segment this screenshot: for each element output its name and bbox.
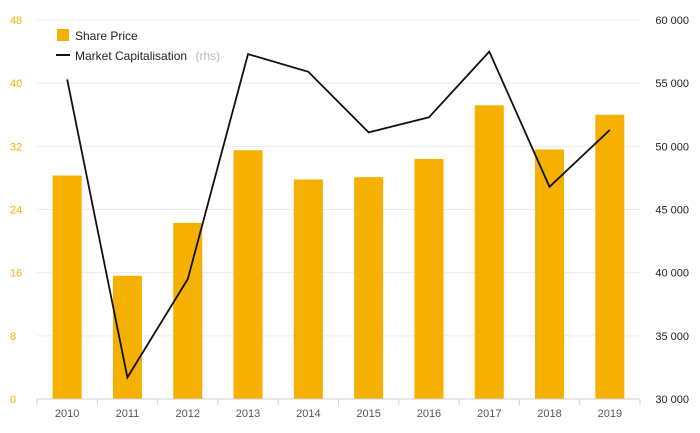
left-tick-label: 32 [10,141,22,153]
x-tick-label: 2017 [477,408,501,420]
legend-label-share-price: Share Price [75,29,138,43]
x-tick-label: 2019 [598,408,622,420]
left-tick-label: 40 [10,78,22,90]
left-tick-label: 16 [10,268,22,280]
bar-2012 [173,222,203,399]
right-tick-label: 50 000 [655,141,689,153]
right-tick-label: 60 000 [655,15,689,27]
left-tick-label: 48 [10,15,22,27]
right-axis-ticks: 30 000 35 000 40 000 45 000 50 000 55 000 60 0… [655,15,689,406]
bar-2014 [293,179,323,399]
market-cap-polyline [66,49,611,380]
x-axis-ticks: 2010 2011 2012 2013 2014 2015 2016 2017 2018 2019 [55,408,622,420]
x-tick-label: 2013 [236,408,260,420]
market-cap-line [66,49,611,380]
bar-2016 [414,158,444,399]
x-tick-label: 2012 [176,408,200,420]
bar-2013 [233,150,263,399]
legend-swatch-share-price [57,29,69,41]
right-tick-label: 30 000 [655,394,689,406]
share-price-bars [52,105,625,400]
legend-label-market-cap-name: Market Capitalisation [75,49,187,63]
left-tick-label: 0 [10,394,16,406]
x-tick-label: 2011 [116,408,140,420]
bar-2017 [474,105,504,400]
legend-label-market-cap-suffix: (rhs) [196,49,221,63]
legend-label-market-cap: Market Capitalisation (rhs) [75,47,220,64]
legend: Share Price Market Capitalisation (rhs) [56,29,220,64]
bar-2015 [354,177,384,399]
right-tick-label: 35 000 [655,331,689,343]
right-tick-label: 55 000 [655,78,689,90]
left-tick-label: 24 [10,205,22,217]
right-tick-label: 40 000 [655,268,689,280]
x-tick-label: 2010 [55,408,79,420]
x-tick-label: 2015 [356,408,380,420]
bar-2010 [52,175,82,399]
x-tick-label: 2018 [537,408,561,420]
bar-2018 [535,149,565,399]
bar-2019 [595,114,625,399]
bar-2011 [112,275,142,399]
left-tick-label: 8 [10,331,16,343]
right-tick-label: 45 000 [655,205,689,217]
x-tick-label: 2016 [417,408,441,420]
axes [36,398,641,405]
left-axis-ticks: 0 8 16 24 32 40 48 [10,15,22,406]
x-tick-label: 2014 [296,408,320,420]
